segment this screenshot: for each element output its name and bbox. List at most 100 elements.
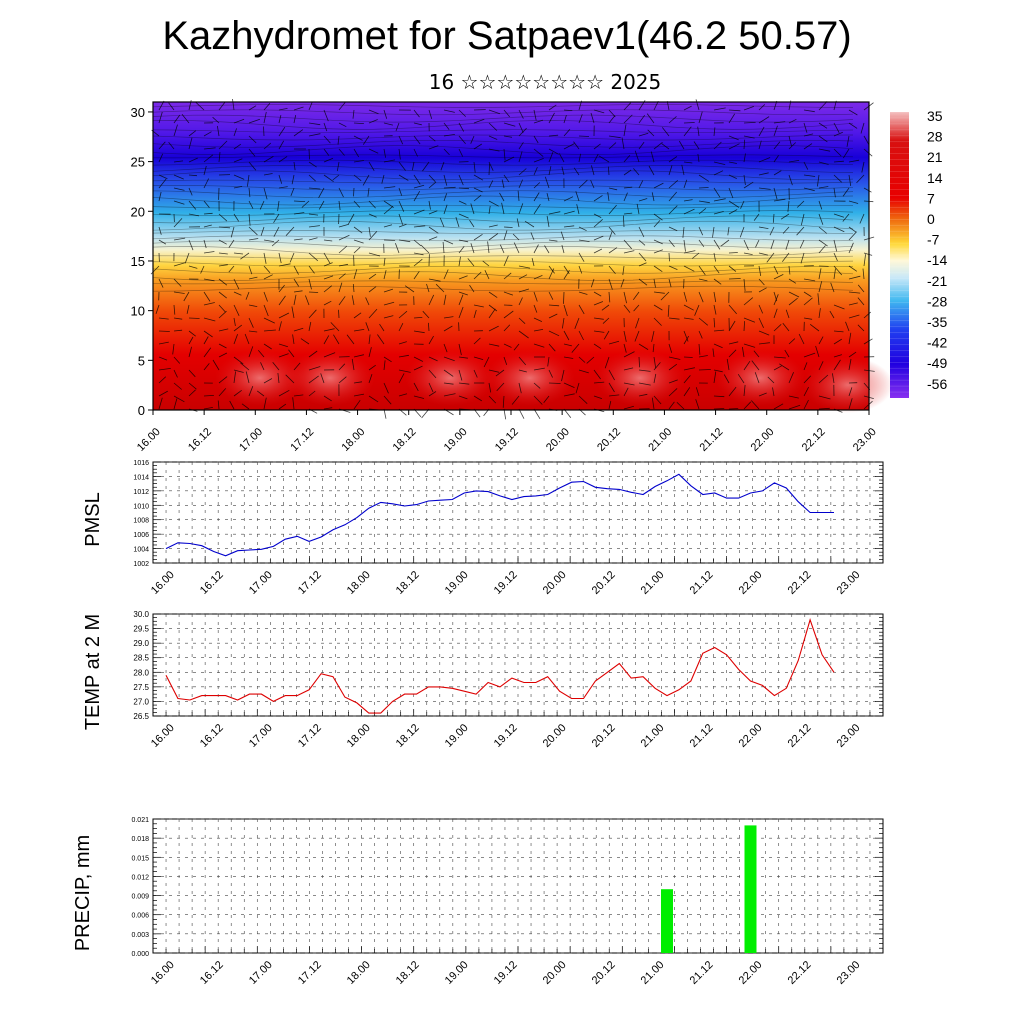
wind-vector-917: [233, 356, 244, 365]
wind-vector-1031: [496, 382, 505, 392]
y-tick-label: 0.015: [131, 855, 149, 862]
wind-vector-124: [578, 135, 590, 137]
wind-vector-8: [278, 108, 288, 111]
wind-vector-600: [518, 265, 531, 269]
y-tick-label: 1012: [133, 489, 149, 496]
wind-vector-1008: [158, 376, 167, 384]
wind-vector-250: [308, 174, 316, 182]
wind-vector-357: [473, 194, 482, 202]
wind-vector-413: [593, 213, 602, 218]
wind-vector-344: [277, 200, 280, 212]
wind-vector-233: [773, 155, 779, 163]
wind-vector-74: [548, 112, 555, 124]
wind-vector-62: [368, 119, 378, 124]
wind-vector-1043: [683, 375, 691, 384]
wind-vector-709: [713, 291, 717, 303]
wind-vector-483: [203, 239, 207, 249]
wind-vector-557: [593, 248, 603, 254]
wind-vector-526: [848, 231, 857, 241]
wind-vector-490: [308, 237, 318, 241]
wind-vector-382: [848, 200, 859, 204]
wind-vector-191: [863, 148, 873, 157]
y-tick-label: 0.006: [131, 913, 149, 920]
wind-vector-306: [428, 181, 437, 189]
wind-vector-215: [503, 156, 515, 163]
wind-vector-549: [470, 243, 475, 254]
wind-vector-102: [248, 135, 257, 144]
y-tick-label: 28.5: [133, 654, 149, 663]
wind-vector-668: [818, 268, 822, 280]
wind-vector-338: [188, 200, 197, 210]
wind-vector-873: [292, 334, 295, 345]
wind-vector-940: [578, 356, 586, 363]
wind-vector-796: [574, 317, 580, 329]
x-tick-label: 22.12: [786, 569, 814, 597]
wind-vector-554: [544, 245, 550, 254]
wind-vector-695: [503, 291, 514, 296]
contour-line-29: [152, 285, 854, 292]
precip-bar-0: [661, 889, 673, 953]
wind-vector-52: [212, 116, 220, 124]
wind-vector-727: [263, 304, 269, 317]
wind-vector-264: [518, 168, 527, 176]
wind-vector-39: [743, 106, 755, 111]
colorbar-label: 7: [927, 190, 935, 206]
wind-vector-1105: [173, 398, 178, 410]
wind-vector-200: [278, 156, 288, 163]
wind-vector-1070: [368, 395, 379, 403]
wind-vector-444: [338, 223, 350, 228]
colorbar-label: -14: [927, 252, 947, 268]
wind-vector-308: [458, 187, 470, 190]
wind-vector-469: [712, 226, 715, 238]
wind-vector-680: [278, 284, 285, 293]
contour-line-22: [152, 240, 854, 249]
wind-vector-854: [728, 320, 736, 332]
wind-vector-786: [422, 310, 430, 319]
wind-vector-448: [398, 223, 407, 228]
wind-vector-866: [188, 336, 194, 345]
wind-vector-648: [518, 274, 528, 280]
wind-vector-291: [203, 178, 210, 189]
wind-vector-942: [604, 356, 610, 369]
wind-vector-439: [260, 226, 265, 236]
wind-vector-964: [212, 359, 220, 371]
temp-panel: 26.5 27.0 27.5 28.0 28.5 29.0 29.5 30.0 16.00 16.…: [82, 610, 884, 750]
wind-vector-995: [683, 367, 695, 371]
wind-vector-1052: [818, 374, 829, 384]
wind-vector-644: [458, 275, 468, 280]
wind-vector-823: [263, 329, 276, 332]
wind-vector-255: [381, 174, 385, 184]
wind-vector-829: [353, 329, 365, 332]
wind-vector-766: [848, 302, 858, 306]
wind-vector-468: [698, 226, 704, 236]
wind-vector-704: [632, 291, 640, 301]
wind-vector-70: [488, 122, 498, 131]
wind-vector-1018: [308, 375, 319, 384]
wind-vector-909: [833, 338, 843, 345]
wind-vector-610: [668, 265, 678, 270]
wind-vector-687: [383, 288, 394, 293]
wind-vector-625: [173, 278, 182, 287]
wind-vector-1071: [383, 395, 392, 405]
wind-vector-53: [233, 118, 245, 124]
wind-vector-1145: [773, 403, 784, 410]
wind-vector-764: [817, 293, 820, 306]
wind-vector-627: [203, 278, 215, 282]
wind-vector-105: [293, 129, 304, 137]
wind-vector-1037: [593, 381, 605, 384]
wind-vector-43: [803, 109, 815, 113]
wind-vector-1144: [751, 400, 760, 410]
wind-vector-495: [383, 239, 396, 241]
wind-vector-476: [818, 226, 828, 234]
wind-vector-630: [248, 276, 258, 280]
wind-vector-833: [413, 330, 425, 334]
wind-vector-285: [833, 174, 842, 183]
wind-vector-957: [833, 354, 843, 358]
wind-vector-523: [799, 239, 805, 249]
wind-vector-278: [728, 174, 737, 179]
wind-vector-115: [443, 134, 455, 137]
wind-vector-587: [323, 262, 333, 267]
wind-vector-849: [651, 330, 655, 342]
wind-vector-168: [518, 142, 524, 150]
wind-vector-260: [458, 174, 464, 186]
